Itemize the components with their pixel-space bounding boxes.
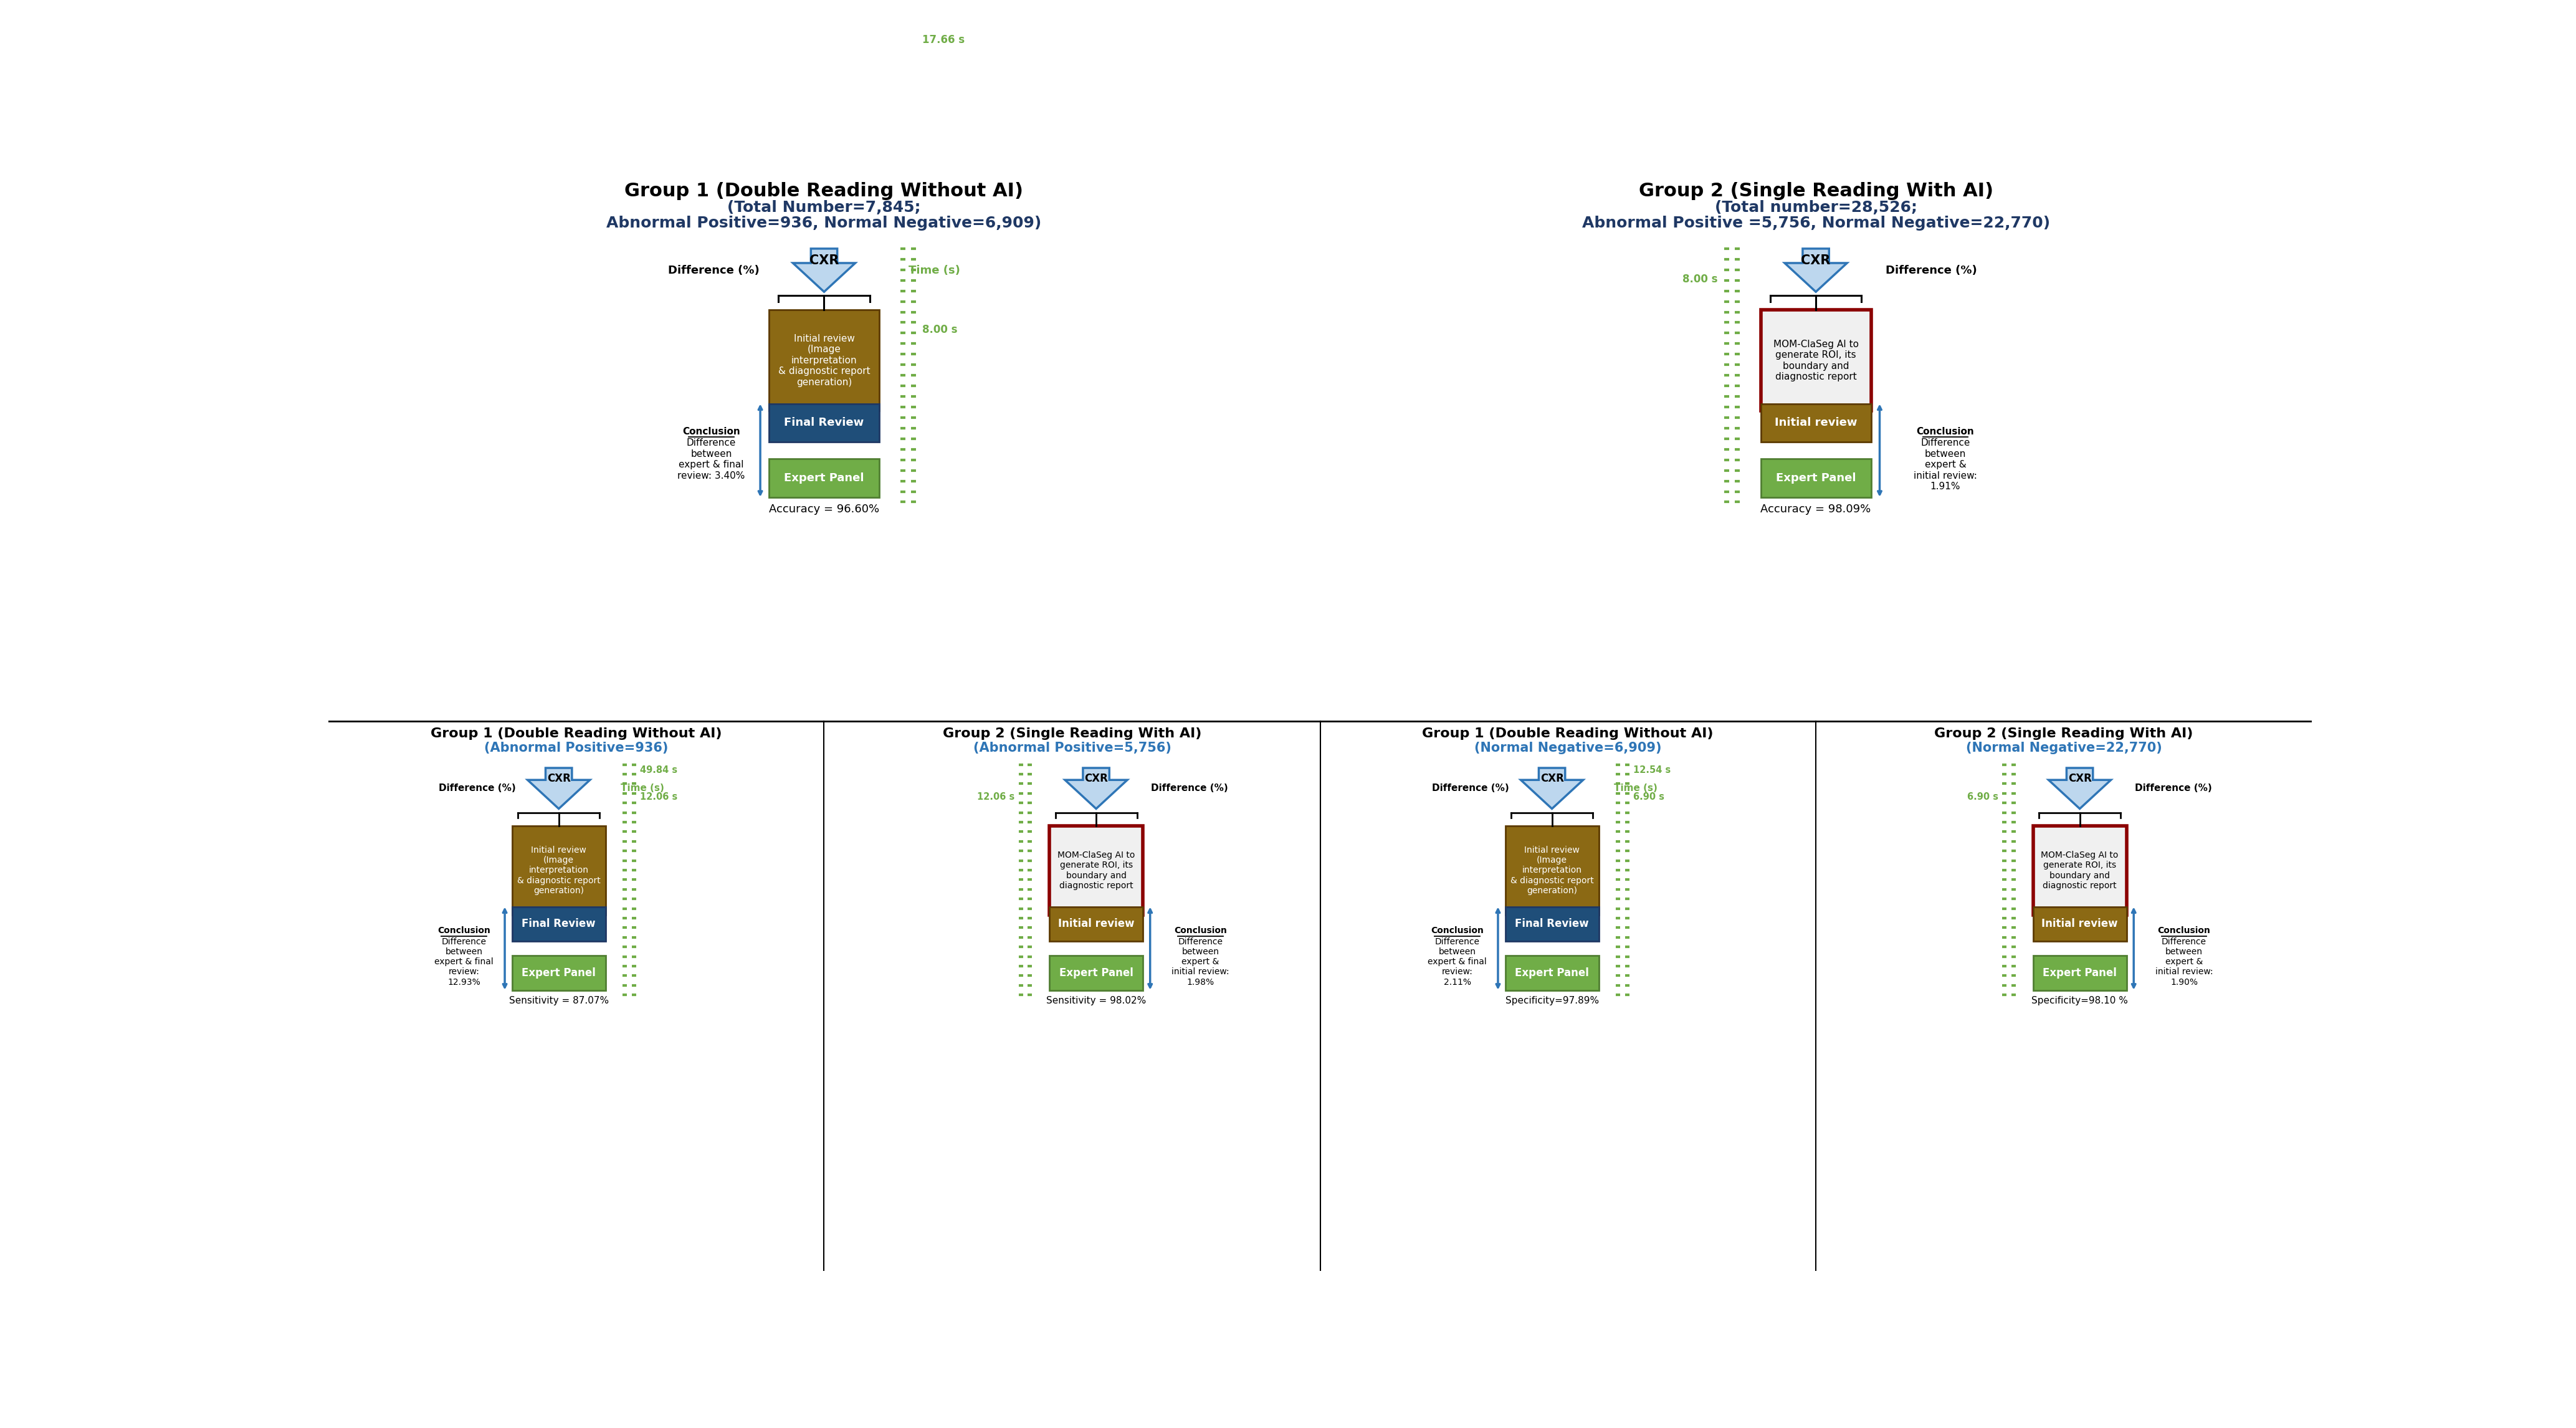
Text: Time (s): Time (s) — [1615, 784, 1659, 793]
Text: Final Review: Final Review — [1515, 918, 1589, 930]
Polygon shape — [528, 768, 590, 808]
Text: Expert Panel: Expert Panel — [783, 473, 863, 484]
Text: MOM-ClaSeg AI to
generate ROI, its
boundary and
diagnostic report: MOM-ClaSeg AI to generate ROI, its bound… — [2040, 851, 2117, 890]
Text: 12.54 s: 12.54 s — [1633, 765, 1672, 775]
Text: Difference (%): Difference (%) — [1151, 784, 1229, 793]
Bar — [768, 458, 878, 497]
Bar — [1048, 907, 1144, 941]
Bar — [513, 955, 605, 990]
Text: Abnormal Positive =5,756, Normal Negative=22,770): Abnormal Positive =5,756, Normal Negativ… — [1582, 216, 2050, 231]
Text: Sensitivity = 87.07%: Sensitivity = 87.07% — [510, 997, 608, 1005]
Bar — [1504, 825, 1600, 915]
Polygon shape — [793, 248, 855, 291]
Bar — [1048, 955, 1144, 990]
Bar — [513, 907, 605, 941]
Bar — [513, 825, 605, 915]
Text: Difference (%): Difference (%) — [667, 264, 760, 276]
Text: Group 1 (Double Reading Without AI): Group 1 (Double Reading Without AI) — [1422, 727, 1713, 740]
Text: Expert Panel: Expert Panel — [1515, 967, 1589, 978]
Text: Conclusion: Conclusion — [1430, 927, 1484, 935]
Text: Difference
between
expert & final
review: 3.40%: Difference between expert & final review… — [677, 438, 744, 480]
Text: Initial review
(Image
interpretation
& diagnostic report
generation): Initial review (Image interpretation & d… — [778, 334, 871, 387]
Text: Group 2 (Single Reading With AI): Group 2 (Single Reading With AI) — [1935, 727, 2192, 740]
Text: CXR: CXR — [1801, 254, 1832, 267]
Text: Difference (%): Difference (%) — [1432, 784, 1510, 793]
Text: Time (s): Time (s) — [909, 264, 961, 276]
Text: Initial review: Initial review — [1059, 918, 1133, 930]
Bar — [768, 310, 878, 411]
Polygon shape — [1520, 768, 1584, 808]
Text: Initial review: Initial review — [1775, 417, 1857, 428]
Text: 8.00 s: 8.00 s — [922, 324, 958, 336]
Polygon shape — [1785, 248, 1847, 291]
Text: Time (s): Time (s) — [621, 784, 665, 793]
Text: Accuracy = 96.60%: Accuracy = 96.60% — [768, 504, 878, 516]
Text: Initial review
(Image
interpretation
& diagnostic report
generation): Initial review (Image interpretation & d… — [518, 845, 600, 895]
Text: Difference (%): Difference (%) — [1886, 264, 1976, 276]
Text: Difference
between
expert &
initial review:
1.98%: Difference between expert & initial revi… — [1172, 937, 1229, 987]
Bar — [1759, 404, 1870, 443]
Text: Expert Panel: Expert Panel — [1775, 473, 1855, 484]
Bar — [1759, 310, 1870, 411]
Text: Expert Panel: Expert Panel — [523, 967, 595, 978]
Bar — [2032, 907, 2128, 941]
Text: Difference (%): Difference (%) — [2136, 784, 2213, 793]
Polygon shape — [1064, 768, 1128, 808]
Text: Difference (%): Difference (%) — [438, 784, 515, 793]
Text: Abnormal Positive=936, Normal Negative=6,909): Abnormal Positive=936, Normal Negative=6… — [605, 216, 1041, 231]
Text: Final Review: Final Review — [523, 918, 595, 930]
Text: CXR: CXR — [1084, 773, 1108, 784]
Text: MOM-ClaSeg AI to
generate ROI, its
boundary and
diagnostic report: MOM-ClaSeg AI to generate ROI, its bound… — [1772, 340, 1857, 381]
Text: Conclusion: Conclusion — [2159, 927, 2210, 935]
Text: Group 1 (Double Reading Without AI): Group 1 (Double Reading Without AI) — [623, 181, 1023, 200]
Text: (Abnormal Positive=5,756): (Abnormal Positive=5,756) — [974, 741, 1172, 754]
Text: Final Review: Final Review — [783, 417, 863, 428]
Bar — [2032, 955, 2128, 990]
Bar — [2032, 825, 2128, 915]
Text: Difference
between
expert &
initial review:
1.90%: Difference between expert & initial revi… — [2156, 937, 2213, 987]
Text: Difference
between
expert & final
review:
12.93%: Difference between expert & final review… — [435, 937, 495, 987]
Text: 17.66 s: 17.66 s — [922, 34, 966, 46]
Text: (Total number=28,526;: (Total number=28,526; — [1716, 200, 1917, 216]
Text: CXR: CXR — [809, 254, 840, 267]
Text: (Abnormal Positive=936): (Abnormal Positive=936) — [484, 741, 667, 754]
Bar — [1759, 458, 1870, 497]
Text: Conclusion: Conclusion — [1917, 427, 1973, 436]
Text: Initial review
(Image
interpretation
& diagnostic report
generation): Initial review (Image interpretation & d… — [1510, 845, 1595, 895]
Text: Expert Panel: Expert Panel — [2043, 967, 2117, 978]
Text: (Total Number=7,845;: (Total Number=7,845; — [726, 200, 920, 216]
Text: Expert Panel: Expert Panel — [1059, 967, 1133, 978]
Polygon shape — [2048, 768, 2110, 808]
Text: Specificity=97.89%: Specificity=97.89% — [1504, 997, 1600, 1005]
Text: Difference
between
expert & final
review:
2.11%: Difference between expert & final review… — [1427, 937, 1486, 987]
Text: CXR: CXR — [2069, 773, 2092, 784]
Bar — [1048, 825, 1144, 915]
Text: Difference
between
expert &
initial review:
1.91%: Difference between expert & initial revi… — [1914, 438, 1978, 491]
Text: 49.84 s: 49.84 s — [639, 765, 677, 775]
Text: 12.06 s: 12.06 s — [639, 793, 677, 801]
Text: Conclusion: Conclusion — [438, 927, 489, 935]
Text: Group 1 (Double Reading Without AI): Group 1 (Double Reading Without AI) — [430, 727, 721, 740]
Text: Specificity=98.10 %: Specificity=98.10 % — [2032, 997, 2128, 1005]
Text: 6.90 s: 6.90 s — [1633, 793, 1664, 801]
Text: Initial review: Initial review — [2043, 918, 2117, 930]
Text: Sensitivity = 98.02%: Sensitivity = 98.02% — [1046, 997, 1146, 1005]
Text: (Normal Negative=6,909): (Normal Negative=6,909) — [1473, 741, 1662, 754]
Text: (Normal Negative=22,770): (Normal Negative=22,770) — [1965, 741, 2161, 754]
Bar — [1504, 955, 1600, 990]
Text: MOM-ClaSeg AI to
generate ROI, its
boundary and
diagnostic report: MOM-ClaSeg AI to generate ROI, its bound… — [1056, 851, 1136, 890]
Text: 8.00 s: 8.00 s — [1682, 274, 1718, 286]
Text: Conclusion: Conclusion — [683, 427, 739, 436]
Text: Group 2 (Single Reading With AI): Group 2 (Single Reading With AI) — [943, 727, 1200, 740]
Text: Group 2 (Single Reading With AI): Group 2 (Single Reading With AI) — [1638, 181, 1994, 200]
Text: CXR: CXR — [546, 773, 569, 784]
Text: Conclusion: Conclusion — [1175, 927, 1226, 935]
Bar — [768, 404, 878, 443]
Text: 12.06 s: 12.06 s — [976, 793, 1015, 801]
Bar — [1504, 907, 1600, 941]
Text: 6.90 s: 6.90 s — [1968, 793, 1999, 801]
Text: Accuracy = 98.09%: Accuracy = 98.09% — [1759, 504, 1870, 516]
Text: CXR: CXR — [1540, 773, 1564, 784]
